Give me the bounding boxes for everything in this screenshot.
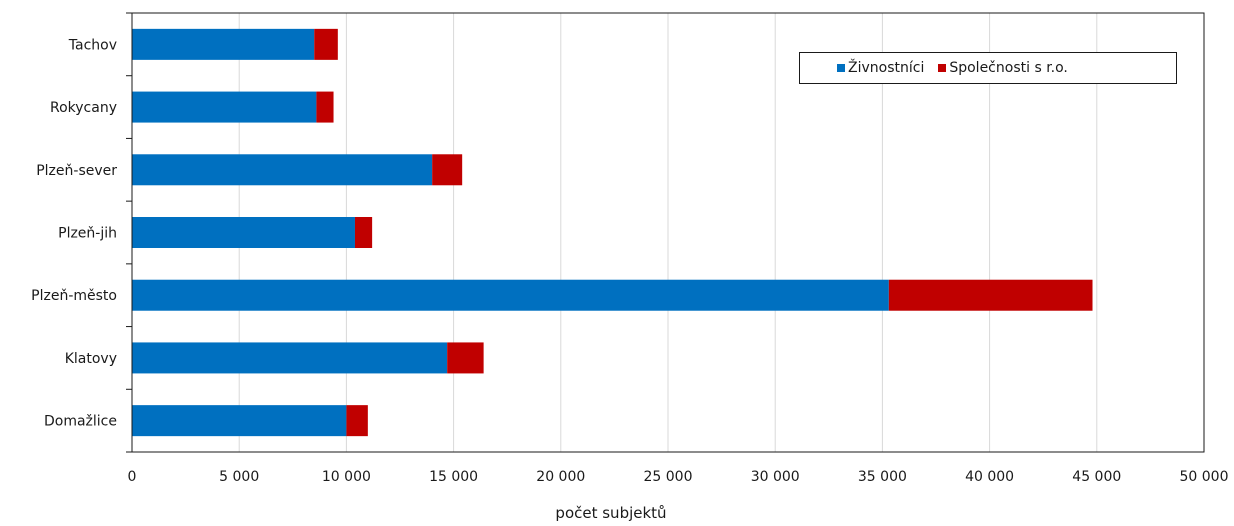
legend-item-spolecnosti: Společnosti s r.o.	[938, 60, 1068, 76]
bar-zivnostnici	[132, 342, 448, 374]
bar-spolecnosti	[447, 342, 484, 374]
bar-spolecnosti	[316, 91, 334, 123]
y-tick-label: Tachov	[68, 37, 117, 53]
x-tick-label: 0	[128, 469, 137, 485]
x-tick-label: 15 000	[429, 469, 478, 485]
bar-zivnostnici	[132, 154, 433, 186]
bar-spolecnosti	[888, 279, 1093, 311]
x-tick-label: 25 000	[644, 469, 693, 485]
chart-legend: Živnostníci Společnosti s r.o.	[799, 52, 1177, 84]
x-tick-label: 35 000	[858, 469, 907, 485]
y-tick-label: Klatovy	[65, 351, 117, 367]
legend-item-zivnostnici: Živnostníci	[837, 60, 924, 76]
legend-swatch-zivnostnici	[837, 64, 845, 72]
x-tick-label: 45 000	[1072, 469, 1121, 485]
bar-spolecnosti	[346, 405, 368, 437]
bar-spolecnosti	[432, 154, 463, 186]
legend-swatch-spolecnosti	[938, 64, 947, 72]
legend-label-zivnostnici: Živnostníci	[848, 60, 925, 76]
bar-zivnostnici	[132, 279, 889, 311]
bar-spolecnosti	[354, 217, 373, 248]
x-axis-title: počet subjektů	[555, 504, 666, 522]
bar-zivnostnici	[132, 28, 315, 60]
y-tick-label: Rokycany	[50, 100, 117, 116]
x-tick-label: 30 000	[751, 469, 800, 485]
bar-zivnostnici	[132, 91, 317, 123]
x-tick-label: 10 000	[322, 469, 371, 485]
x-tick-label: 40 000	[965, 469, 1014, 485]
x-tick-label: 20 000	[536, 469, 585, 485]
y-tick-label: Plzeň-jih	[58, 226, 117, 242]
x-tick-label: 50 000	[1180, 469, 1229, 485]
x-tick-label: 5 000	[219, 469, 259, 485]
y-tick-label: Domažlice	[44, 414, 117, 430]
bar-zivnostnici	[132, 405, 347, 437]
axes: 0 5 000 10 000 15 000 20 000 25 000 30 000 35 0…	[31, 12, 1229, 485]
bars	[132, 28, 1093, 437]
y-tick-label: Plzeň-město	[31, 288, 117, 304]
legend-label-spolecnosti: Společnosti s r.o.	[949, 60, 1068, 76]
bar-spolecnosti	[314, 28, 338, 60]
bar-zivnostnici	[132, 217, 355, 248]
y-tick-label: Plzeň-sever	[36, 163, 117, 179]
plot-area-border	[131, 12, 1205, 453]
